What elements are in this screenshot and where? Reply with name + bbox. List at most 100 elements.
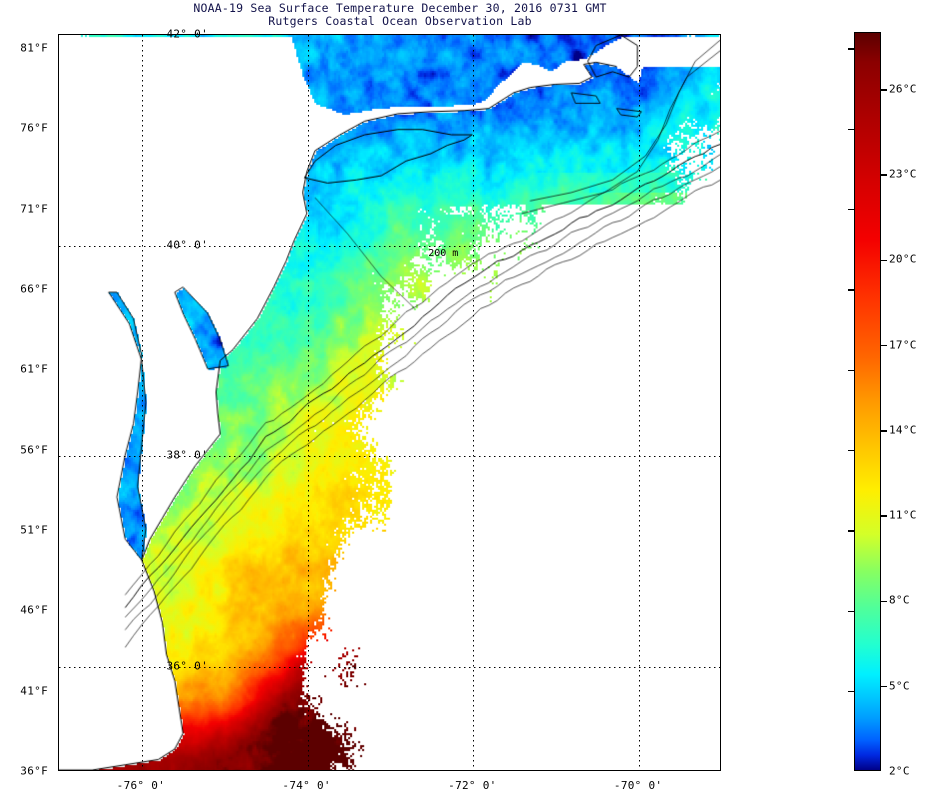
lat-tick bbox=[720, 34, 721, 35]
lat-tick bbox=[720, 140, 721, 141]
lat-tick bbox=[58, 561, 59, 562]
lon-tick bbox=[141, 770, 142, 771]
lat-tick bbox=[720, 455, 721, 456]
lon-tick bbox=[431, 770, 432, 771]
lon-tick bbox=[473, 34, 474, 35]
gridline-lon bbox=[307, 35, 309, 770]
lat-tick bbox=[720, 613, 721, 614]
colorbar-tick-f bbox=[848, 449, 855, 452]
lon-tick bbox=[348, 770, 349, 771]
lat-axis-label: 40° 0' bbox=[166, 238, 208, 252]
colorbar-tick-c bbox=[880, 259, 887, 262]
colorbar-label-fahrenheit: 41°F bbox=[20, 684, 48, 698]
lat-tick bbox=[58, 455, 59, 456]
colorbar-tick-c bbox=[880, 344, 887, 347]
lat-tick bbox=[720, 192, 721, 193]
lon-axis-label: -74° 0' bbox=[282, 779, 331, 792]
colorbar-label-celsius: 26°C bbox=[889, 82, 917, 96]
gridline-lat bbox=[59, 456, 720, 458]
colorbar-tick-c bbox=[880, 515, 887, 517]
lat-axis-label: 36° 0' bbox=[166, 659, 208, 673]
lon-tick bbox=[58, 770, 59, 771]
lon-tick bbox=[638, 770, 639, 771]
lon-tick bbox=[431, 34, 432, 35]
colorbar-label-fahrenheit: 36°F bbox=[20, 764, 48, 778]
colorbar-label-celsius: 8°C bbox=[889, 593, 910, 607]
sst-raster-canvas[interactable] bbox=[59, 35, 720, 770]
colorbar-label-celsius: 11°C bbox=[889, 508, 917, 522]
lat-tick bbox=[720, 245, 721, 246]
lat-tick bbox=[720, 350, 721, 351]
colorbar-tick-f bbox=[848, 289, 855, 291]
lat-tick bbox=[58, 508, 59, 509]
lat-tick bbox=[720, 666, 721, 667]
colorbar-label-fahrenheit: 66°F bbox=[20, 282, 48, 296]
lon-axis-label: -72° 0' bbox=[448, 779, 497, 792]
lat-tick bbox=[720, 87, 721, 88]
lon-tick bbox=[680, 770, 681, 771]
lat-tick bbox=[720, 508, 721, 509]
lat-tick bbox=[58, 350, 59, 351]
lat-tick bbox=[720, 561, 721, 562]
lon-tick bbox=[514, 34, 515, 35]
chart-subtitle: Rutgers Coastal Ocean Observation Lab bbox=[268, 14, 532, 28]
colorbar-label-celsius: 17°C bbox=[889, 338, 917, 352]
colorbar-tick-f bbox=[848, 209, 855, 211]
colorbar-label-celsius: 23°C bbox=[889, 167, 917, 181]
gridline-lon bbox=[141, 35, 143, 770]
lon-tick bbox=[597, 770, 598, 771]
lon-tick bbox=[556, 34, 557, 35]
title-block: NOAA-19 Sea Surface Temperature December… bbox=[0, 2, 800, 28]
colorbar-tick-c bbox=[880, 686, 887, 688]
lon-tick bbox=[224, 34, 225, 35]
lat-tick bbox=[58, 140, 59, 141]
lon-tick bbox=[141, 34, 142, 35]
colorbar-label-fahrenheit: 56°F bbox=[20, 443, 48, 457]
colorbar-label-celsius: 2°C bbox=[889, 764, 910, 778]
colorbar-tick-f bbox=[848, 690, 855, 693]
lat-tick bbox=[58, 192, 59, 193]
lon-tick bbox=[265, 34, 266, 35]
lat-axis-label: 42° 0' bbox=[166, 27, 208, 41]
lon-tick bbox=[514, 770, 515, 771]
lat-tick bbox=[58, 245, 59, 246]
sst-map-frame[interactable]: 200 m bbox=[58, 34, 721, 771]
lat-tick bbox=[58, 87, 59, 88]
lon-tick bbox=[597, 34, 598, 35]
colorbar-tick-f bbox=[848, 369, 855, 372]
lon-tick bbox=[265, 770, 266, 771]
colorbar-tick-f bbox=[848, 530, 855, 532]
colorbar-tick-f bbox=[848, 610, 855, 613]
lon-axis-label: -76° 0' bbox=[116, 779, 166, 792]
lon-tick bbox=[348, 34, 349, 35]
colorbar-tick-c bbox=[880, 600, 887, 603]
colorbar-tick-c bbox=[880, 89, 887, 91]
lon-tick bbox=[680, 34, 681, 35]
colorbar-tick-c bbox=[880, 430, 887, 432]
gridline-lon bbox=[639, 35, 641, 770]
lon-tick bbox=[556, 770, 557, 771]
lon-tick bbox=[183, 770, 184, 771]
lon-tick bbox=[307, 34, 308, 35]
colorbar-label-fahrenheit: 76°F bbox=[20, 121, 48, 135]
colorbar-tick-f bbox=[848, 48, 855, 50]
lon-tick bbox=[390, 34, 391, 35]
lon-tick bbox=[473, 770, 474, 771]
lat-tick bbox=[720, 719, 721, 720]
lat-tick bbox=[720, 298, 721, 299]
colorbar-label-fahrenheit: 46°F bbox=[20, 603, 48, 617]
bathymetry-contour-label: 200 m bbox=[428, 247, 459, 259]
lon-tick bbox=[638, 34, 639, 35]
lon-axis-label: -70° 0' bbox=[613, 779, 663, 792]
lat-tick bbox=[58, 298, 59, 299]
colorbar-label-celsius: 14°C bbox=[889, 423, 917, 437]
lon-tick bbox=[58, 34, 59, 35]
colorbar-gradient bbox=[855, 33, 880, 770]
colorbar-tick-c bbox=[880, 174, 887, 176]
colorbar-label-fahrenheit: 81°F bbox=[20, 41, 48, 55]
colorbar-tick-f bbox=[848, 128, 855, 131]
chart-title: NOAA-19 Sea Surface Temperature December… bbox=[193, 1, 607, 15]
gridline-lat bbox=[59, 666, 720, 668]
temperature-colorbar[interactable] bbox=[848, 32, 887, 771]
lon-tick bbox=[390, 770, 391, 771]
